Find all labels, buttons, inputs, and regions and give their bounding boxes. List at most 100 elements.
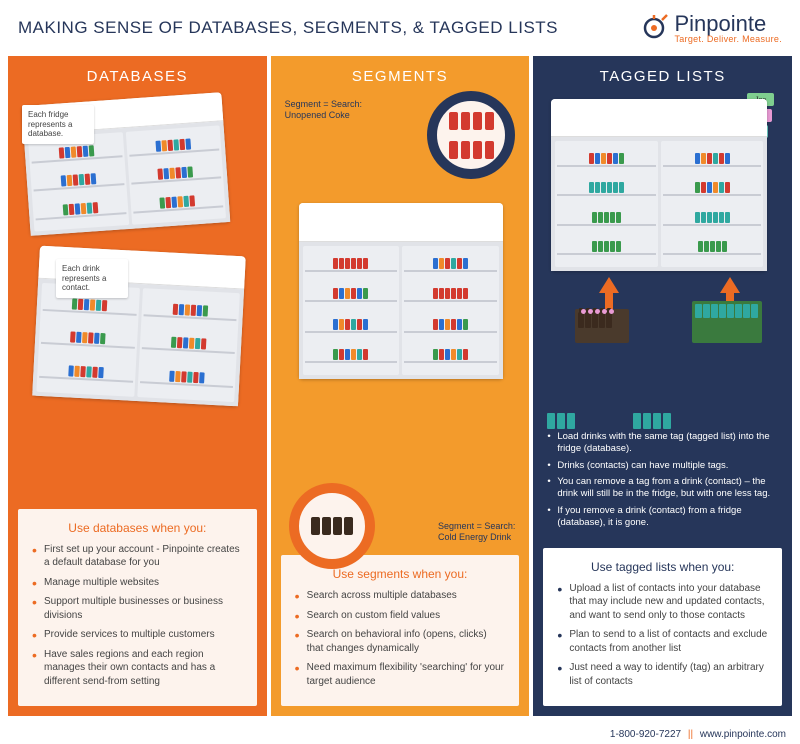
can-icon <box>595 182 600 193</box>
can-icon <box>166 197 172 208</box>
list-item: If you remove a drink (contact) from a f… <box>547 505 778 530</box>
can-icon <box>463 288 468 299</box>
can-icon <box>619 153 624 164</box>
can-icon <box>94 333 100 344</box>
can-icon <box>457 319 462 330</box>
segments-illustration: Segment = Search: Unopened Coke .mag:fir… <box>271 95 530 549</box>
can-icon <box>351 349 356 360</box>
can-icon <box>701 212 706 223</box>
can-icon <box>604 212 609 223</box>
can-icon <box>66 175 72 186</box>
can-icon <box>178 196 184 207</box>
can-icon <box>199 372 205 383</box>
list-item: Search across multiple databases <box>295 589 506 603</box>
can-icon <box>164 168 170 179</box>
shelf <box>305 258 398 272</box>
can-icon <box>158 169 164 180</box>
can-icon <box>457 288 462 299</box>
can-icon <box>339 258 344 269</box>
infobox-list: Upload a list of contacts into your data… <box>557 582 768 689</box>
can-icon <box>610 241 615 252</box>
can-icon <box>333 288 338 299</box>
can-icon <box>174 139 180 150</box>
can-icon <box>439 319 444 330</box>
can-icon <box>339 349 344 360</box>
databases-infobox: Use databases when you: First set up you… <box>18 509 257 707</box>
can-icon <box>463 349 468 360</box>
can-icon <box>98 367 104 378</box>
can-icon <box>168 140 174 151</box>
callout-note: Each fridge represents a database. <box>22 105 94 144</box>
list-item: Manage multiple websites <box>32 576 243 590</box>
can-icon <box>601 153 606 164</box>
can-icon <box>713 153 718 164</box>
can-icon <box>695 182 700 193</box>
can-icon <box>363 288 368 299</box>
can-icon <box>433 349 438 360</box>
can-icon <box>333 319 338 330</box>
list-item: Search on behavioral info (opens, clicks… <box>295 628 506 655</box>
can-icon <box>592 212 597 223</box>
can-icon <box>181 371 187 382</box>
can-icon <box>189 338 195 349</box>
tagged-infobox: Use tagged lists when you: Upload a list… <box>543 548 782 707</box>
can-icon <box>92 202 98 213</box>
shelf <box>404 319 497 333</box>
shelf <box>35 200 126 220</box>
brand-tagline: Target. Deliver. Measure. <box>674 35 782 44</box>
can-icon <box>58 147 64 158</box>
can-icon <box>719 153 724 164</box>
can-icon <box>68 204 74 215</box>
can-icon <box>82 145 88 156</box>
can-icon <box>60 176 66 187</box>
footer-phone: 1-800-920-7227 <box>610 729 681 740</box>
can-icon <box>607 182 612 193</box>
can-icon <box>169 371 175 382</box>
can-icon <box>80 366 86 377</box>
can-icon <box>363 349 368 360</box>
can-icon <box>193 372 199 383</box>
can-icon <box>100 333 106 344</box>
can-icon <box>156 140 162 151</box>
databases-column: DATABASES Each fridge represents a datab… <box>8 56 267 716</box>
fridge-icon <box>551 99 767 271</box>
target-icon <box>640 14 668 42</box>
can-icon <box>716 241 721 252</box>
can-icon <box>592 241 597 252</box>
can-icon <box>339 319 344 330</box>
can-icon <box>170 168 176 179</box>
can-icon <box>451 349 456 360</box>
list-item: Upload a list of contacts into your data… <box>557 582 768 623</box>
tagged-heading: TAGGED LISTS <box>533 56 792 95</box>
can-icon <box>463 258 468 269</box>
shelf <box>557 241 656 255</box>
can-icon <box>184 195 190 206</box>
can-icon <box>201 339 207 350</box>
can-icon <box>88 333 94 344</box>
shelf <box>141 336 235 355</box>
can-icon <box>62 204 68 215</box>
tagged-column: TAGGED LISTS Joe LISA Pat <box>533 56 792 716</box>
can-icon <box>333 258 338 269</box>
can-icon <box>183 338 189 349</box>
can-icon <box>182 167 188 178</box>
can-icon <box>75 366 81 377</box>
can-icon <box>445 319 450 330</box>
columns-row: DATABASES Each fridge represents a datab… <box>0 56 800 716</box>
can-icon <box>601 182 606 193</box>
tagged-white-bullets: Load drinks with the same tag (tagged li… <box>533 425 792 541</box>
footer-url: www.pinpointe.com <box>700 729 786 740</box>
can-icon <box>707 153 712 164</box>
can-icon <box>701 182 706 193</box>
tagged-illustration: Joe LISA Pat <box>533 95 792 425</box>
footer: 1-800-920-7227 || www.pinpointe.com <box>610 729 786 740</box>
can-icon <box>698 241 703 252</box>
can-icon <box>445 288 450 299</box>
can-icon <box>713 212 718 223</box>
can-icon <box>74 203 80 214</box>
shelf <box>305 319 398 333</box>
shelf <box>130 165 221 185</box>
list-item: You can remove a tag from a drink (conta… <box>547 476 778 501</box>
shelf <box>305 288 398 302</box>
can-icon <box>604 241 609 252</box>
